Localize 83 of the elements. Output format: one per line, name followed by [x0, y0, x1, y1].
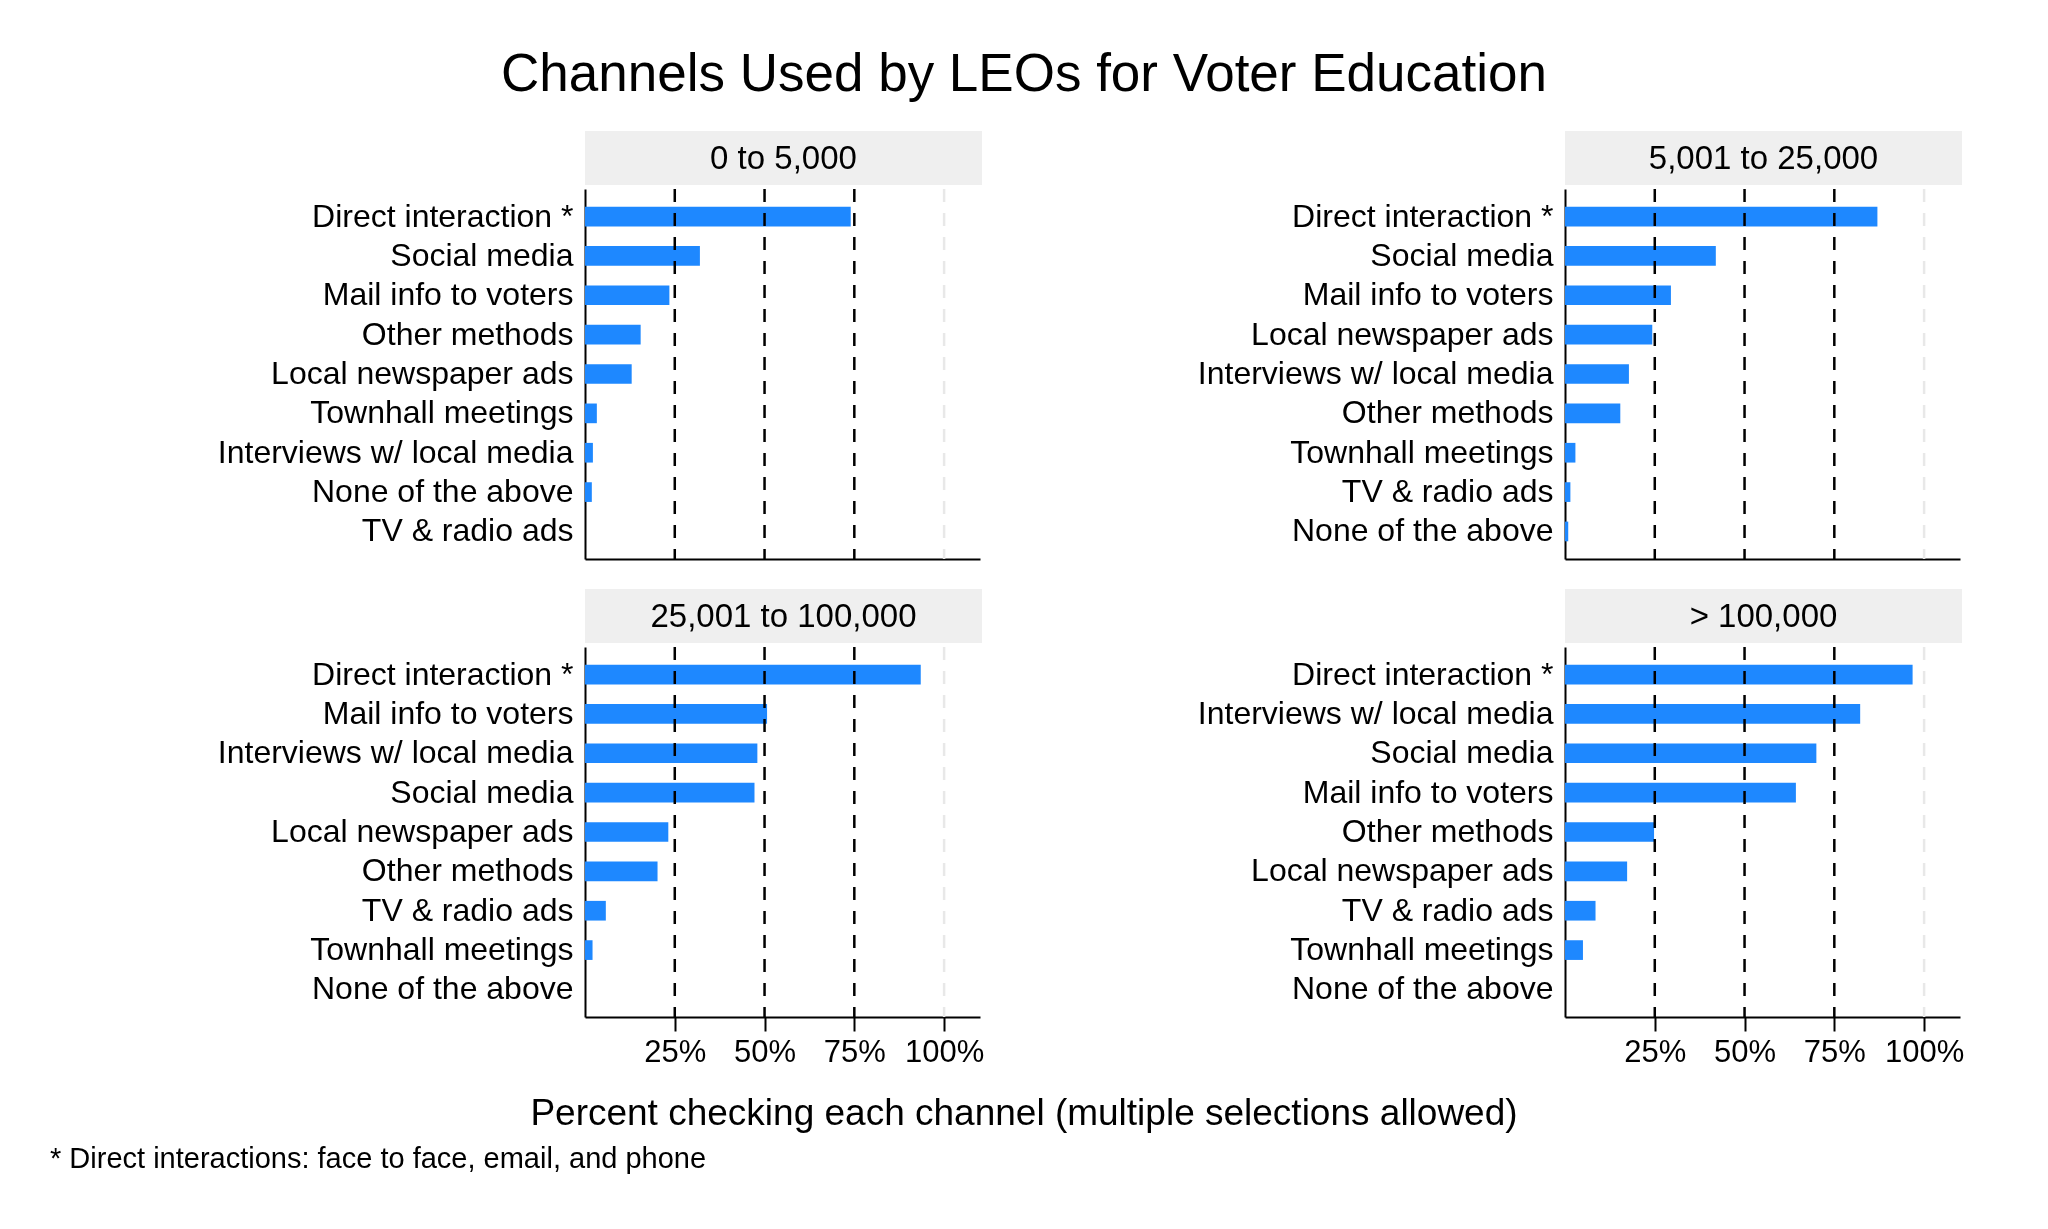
x-tick-label: 25%: [1624, 1033, 1687, 1069]
y-tick-label: Social media: [390, 773, 574, 810]
bar: [1565, 285, 1671, 306]
chart-title: 25,001 to 100,000: [585, 589, 982, 643]
y-tick-label: Townhall meetings: [1290, 433, 1554, 470]
y-tick-label: TV & radio ads: [1341, 891, 1554, 928]
y-tick-label: Townhall meetings: [310, 931, 574, 968]
y-tick-label: None of the above: [311, 473, 574, 510]
bar: [585, 482, 592, 502]
text: Channels Used by LEOs for Voter Education: [500, 42, 1548, 103]
x-tick-label: 100%: [1884, 1033, 1965, 1069]
y-tick-label: TV & radio ads: [1341, 473, 1554, 510]
y-tick-label: Mail info to voters: [1302, 276, 1554, 313]
bar: [1565, 664, 1913, 685]
y-tick-label: Social media: [1370, 236, 1554, 273]
bar: [1565, 782, 1796, 803]
bar: [1565, 364, 1629, 384]
bar: [1565, 442, 1576, 463]
bar: [1565, 900, 1596, 921]
bar: [1565, 743, 1817, 764]
x-tick-label: 50%: [734, 1033, 797, 1069]
x-tick-label: 75%: [1803, 1033, 1866, 1069]
y-tick-label: Interviews w/ local media: [1197, 355, 1554, 391]
bar: [1565, 704, 1861, 724]
bar: [585, 940, 593, 960]
y-tick-label: None of the above: [311, 970, 574, 1007]
bar: [1565, 482, 1571, 502]
y-tick-label: None of the above: [1291, 970, 1554, 1007]
y-tick-label: Direct interaction *: [1292, 655, 1554, 692]
y-tick-label: Social media: [1370, 734, 1554, 771]
y-tick-label: Local newspaper ads: [271, 813, 574, 849]
y-tick-label: TV & radio ads: [361, 891, 574, 928]
y-tick-label: Other methods: [1341, 394, 1554, 431]
y-tick-label: Direct interaction *: [312, 655, 574, 692]
y-tick-label: Direct interaction *: [1292, 197, 1554, 234]
y-tick-label: Social media: [390, 236, 574, 273]
bar: [585, 206, 851, 227]
x-tick-label: 100%: [904, 1033, 985, 1069]
bar: [585, 285, 670, 306]
text: Percent checking each channel (multiple selections allowed): [529, 1092, 1519, 1134]
bar: [585, 246, 700, 266]
y-tick-label: Local newspaper ads: [271, 355, 574, 391]
bar: [1565, 403, 1621, 424]
y-tick-label: Townhall meetings: [310, 394, 574, 431]
x-tick-label: 25%: [644, 1033, 707, 1069]
y-tick-label: Direct interaction *: [312, 197, 574, 234]
y-tick-label: Other methods: [361, 315, 574, 352]
y-tick-label: Mail info to voters: [1302, 773, 1554, 810]
bar: [1565, 206, 1878, 227]
bar: [1565, 324, 1653, 345]
y-tick-label: Interviews w/ local media: [1197, 694, 1554, 731]
bar: [1565, 861, 1628, 882]
bar: [585, 704, 768, 724]
y-tick-label: Mail info to voters: [322, 276, 574, 313]
y-tick-label: Local newspaper ads: [1251, 852, 1554, 889]
y-tick-label: TV & radio ads: [361, 512, 574, 549]
y-tick-label: Other methods: [361, 852, 574, 889]
bar: [1565, 822, 1655, 842]
y-tick-label: Mail info to voters: [322, 694, 574, 731]
x-tick-label: 75%: [823, 1033, 886, 1069]
bar: [585, 822, 669, 842]
bar: [585, 324, 641, 345]
bar: [585, 664, 921, 685]
chart-title: 0 to 5,000: [585, 131, 982, 185]
bar: [1565, 246, 1716, 266]
y-tick-label: Interviews w/ local media: [217, 734, 574, 771]
bar: [585, 782, 755, 803]
bar: [585, 442, 593, 463]
bar: [1565, 940, 1583, 960]
y-tick-label: Other methods: [1341, 813, 1554, 849]
y-tick-label: None of the above: [1291, 512, 1554, 549]
y-tick-label: Townhall meetings: [1290, 931, 1554, 968]
y-tick-label: Interviews w/ local media: [217, 433, 574, 470]
y-tick-label: Local newspaper ads: [1251, 315, 1554, 352]
bar: [585, 900, 606, 921]
text: * Direct interactions: face to face, email, and phone: [50, 1142, 707, 1175]
chart-title: > 100,000: [1565, 589, 1962, 643]
bar: [585, 861, 658, 882]
bar: [585, 364, 632, 384]
x-tick-label: 50%: [1714, 1033, 1777, 1069]
bar: [585, 403, 597, 424]
chart-title: 5,001 to 25,000: [1565, 131, 1962, 185]
bar: [585, 743, 758, 764]
